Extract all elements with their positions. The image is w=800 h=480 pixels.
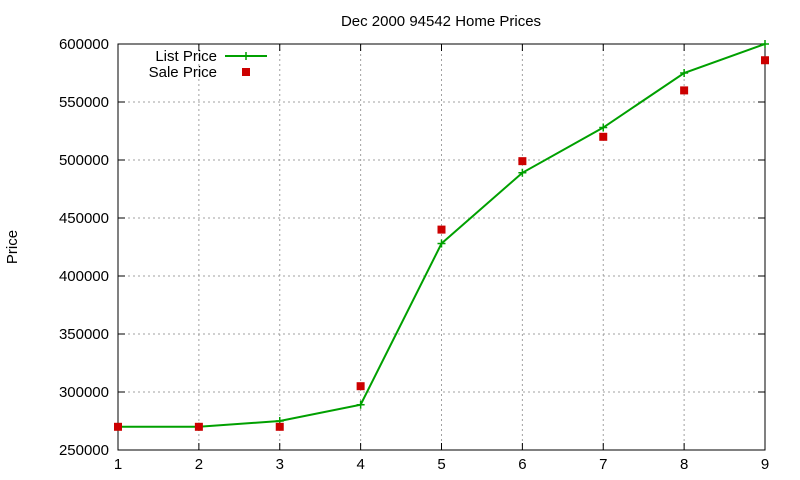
x-tick-label: 3 (276, 456, 284, 473)
series (114, 40, 769, 431)
y-tick-label: 300000 (59, 384, 109, 401)
sale-price-point (599, 132, 608, 141)
x-tick-label: 7 (599, 456, 607, 473)
legend-square-marker (242, 68, 250, 76)
legend-label: Sale Price (149, 64, 217, 81)
sale-price-point (275, 422, 284, 431)
sale-price-point (518, 157, 527, 166)
axes: 250000 300000 350000 400000 450000 500000 5500… (59, 36, 769, 473)
y-tick-label: 350000 (59, 326, 109, 343)
legend-label: List Price (155, 48, 217, 65)
x-tick-label: 9 (761, 456, 769, 473)
list-price-point (437, 239, 446, 248)
sale-price-point (114, 422, 122, 431)
legend-plus-marker (242, 52, 250, 60)
y-axis-label: Price (4, 230, 21, 264)
x-tick-label: 5 (437, 456, 445, 473)
series-2 (114, 56, 769, 431)
sale-price-point (356, 382, 365, 391)
list-price-point (518, 168, 527, 177)
y-tick-label: 450000 (59, 210, 109, 227)
list-price-point (761, 40, 769, 48)
x-tick-label: 8 (680, 456, 688, 473)
x-tick-label: 2 (195, 456, 203, 473)
y-tick-label: 600000 (59, 36, 109, 53)
y-tick-label: 500000 (59, 152, 109, 169)
sale-price-point (437, 225, 446, 234)
y-tick-label: 400000 (59, 268, 109, 285)
list-price-point (599, 123, 608, 132)
list-price-point (680, 69, 689, 77)
x-tick-label: 1 (114, 456, 122, 473)
x-tick-label: 6 (518, 456, 526, 473)
x-tick-label: 4 (356, 456, 364, 473)
sale-price-point (761, 56, 769, 65)
sale-price-point (680, 86, 689, 95)
list-price-point (356, 400, 365, 409)
y-tick-label: 550000 (59, 94, 109, 111)
y-tick-label: 250000 (59, 442, 109, 459)
chart-title: Dec 2000 94542 Home Prices (341, 13, 541, 30)
sale-price-point (194, 422, 203, 431)
